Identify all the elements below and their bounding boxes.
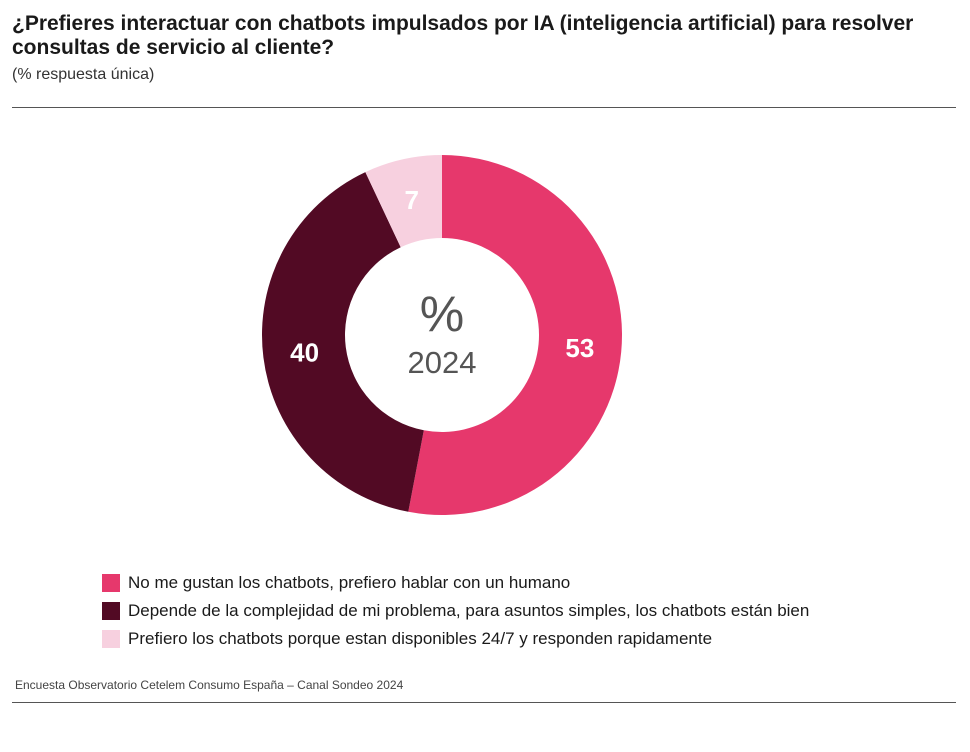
slice-value-label-1: 53 — [565, 333, 594, 363]
legend-label: No me gustan los chatbots, prefiero habl… — [128, 573, 571, 592]
legend-item-2: Depende de la complejidad de mi problema… — [102, 597, 809, 625]
slice-value-label-3: 7 — [405, 185, 419, 215]
donut-slice-1 — [408, 155, 622, 515]
center-percent-label: % — [420, 286, 464, 342]
bottom-divider — [12, 702, 956, 703]
slice-value-label-2: 40 — [290, 337, 319, 367]
chart-legend: No me gustan los chatbots, prefiero habl… — [102, 569, 809, 653]
donut-slice-2 — [262, 172, 424, 512]
legend-label: Depende de la complejidad de mi problema… — [128, 601, 810, 620]
legend-swatch — [102, 630, 120, 648]
legend-item-1: No me gustan los chatbots, prefiero habl… — [102, 569, 809, 597]
legend-item-3: Prefiero los chatbots porque estan dispo… — [102, 625, 809, 653]
source-note: Encuesta Observatorio Cetelem Consumo Es… — [15, 678, 404, 692]
legend-swatch — [102, 602, 120, 620]
legend-label: Prefiero los chatbots porque estan dispo… — [128, 629, 713, 648]
donut-slice-3 — [365, 155, 442, 248]
top-divider — [12, 107, 956, 108]
donut-chart: 53 40 7%2024 — [262, 155, 622, 515]
legend-swatch — [102, 574, 120, 592]
chart-subtitle: (% respuesta única) — [12, 66, 155, 83]
chart-title: ¿Prefieres interactuar con chatbots impu… — [12, 12, 914, 59]
center-year-label: 2024 — [408, 345, 477, 380]
